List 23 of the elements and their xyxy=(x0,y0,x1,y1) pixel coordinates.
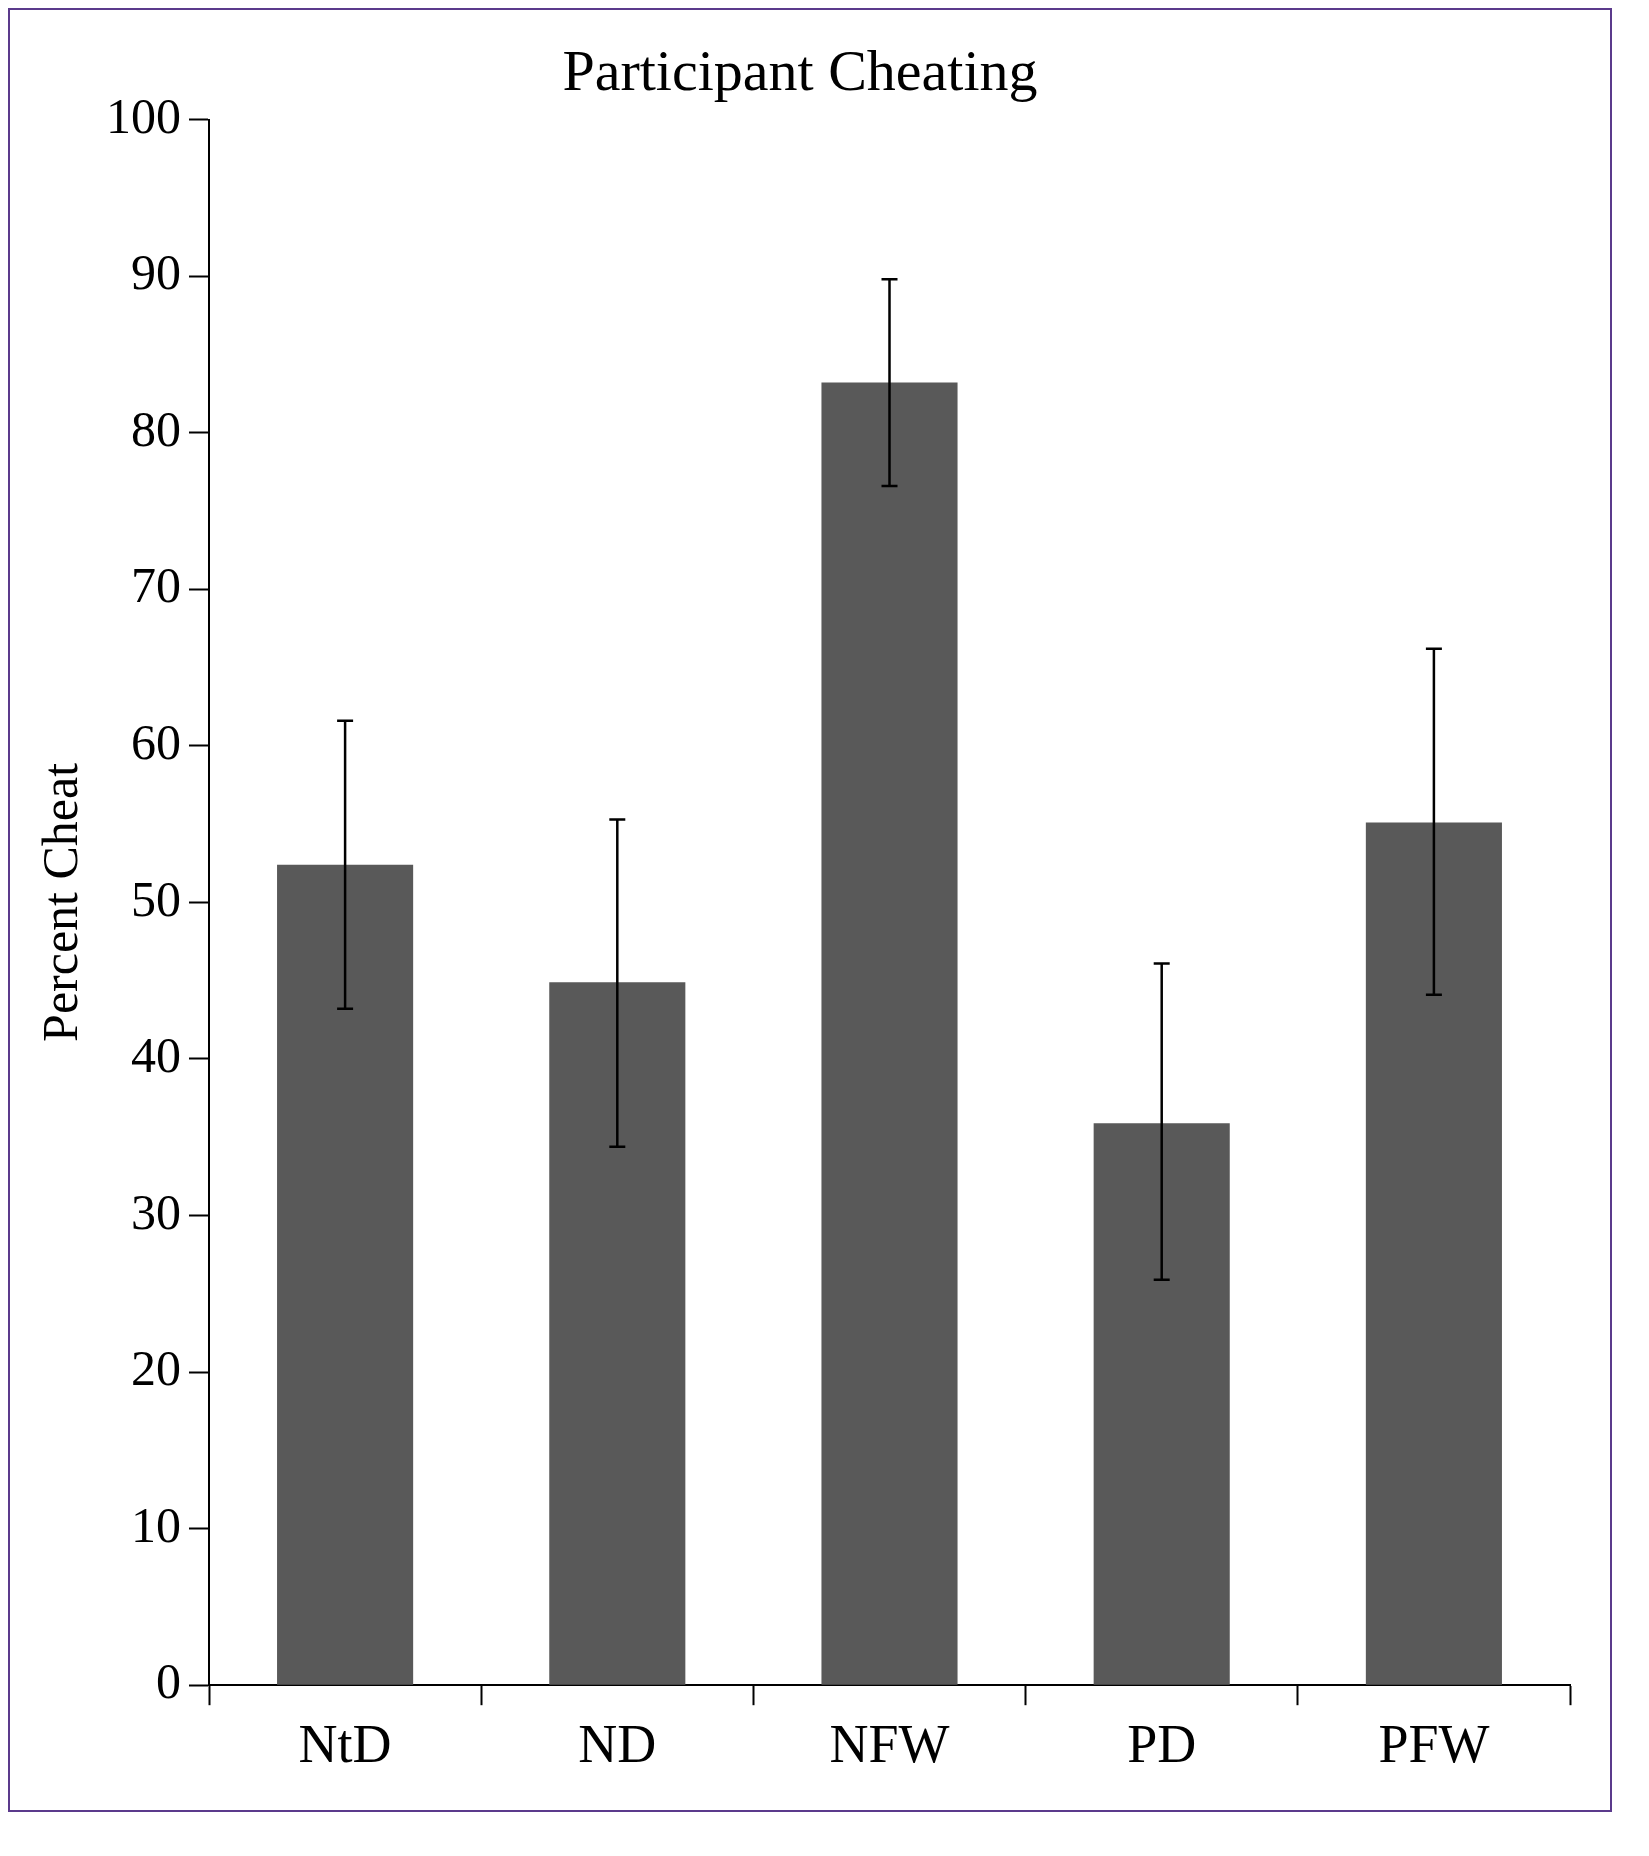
y-tick-label: 70 xyxy=(131,557,181,614)
bar xyxy=(1093,1123,1230,1685)
y-tick-label: 80 xyxy=(131,400,181,457)
y-tick-label: 20 xyxy=(131,1340,181,1397)
y-tick-label: 10 xyxy=(131,1496,181,1553)
x-tick-label: ND xyxy=(578,1713,657,1774)
y-tick-label: 60 xyxy=(131,713,181,770)
y-tick-label: 30 xyxy=(131,1183,181,1240)
x-tick-label: PD xyxy=(1127,1713,1197,1774)
y-tick-label: 40 xyxy=(131,1027,181,1084)
y-tick-label: 0 xyxy=(156,1653,181,1710)
y-tick-label: 90 xyxy=(131,244,181,301)
x-tick-label: PFW xyxy=(1378,1713,1490,1774)
chart-title: Participant Cheating xyxy=(562,38,1038,104)
y-tick-label: 100 xyxy=(106,87,181,144)
bar xyxy=(549,982,686,1685)
bar xyxy=(1365,822,1502,1685)
bar xyxy=(821,382,958,1685)
y-axis-title: Percent Cheat xyxy=(32,762,89,1042)
x-tick-label: NFW xyxy=(829,1713,950,1774)
bar xyxy=(277,864,414,1685)
x-tick-label: NtD xyxy=(298,1713,392,1774)
y-tick-label: 50 xyxy=(131,870,181,927)
